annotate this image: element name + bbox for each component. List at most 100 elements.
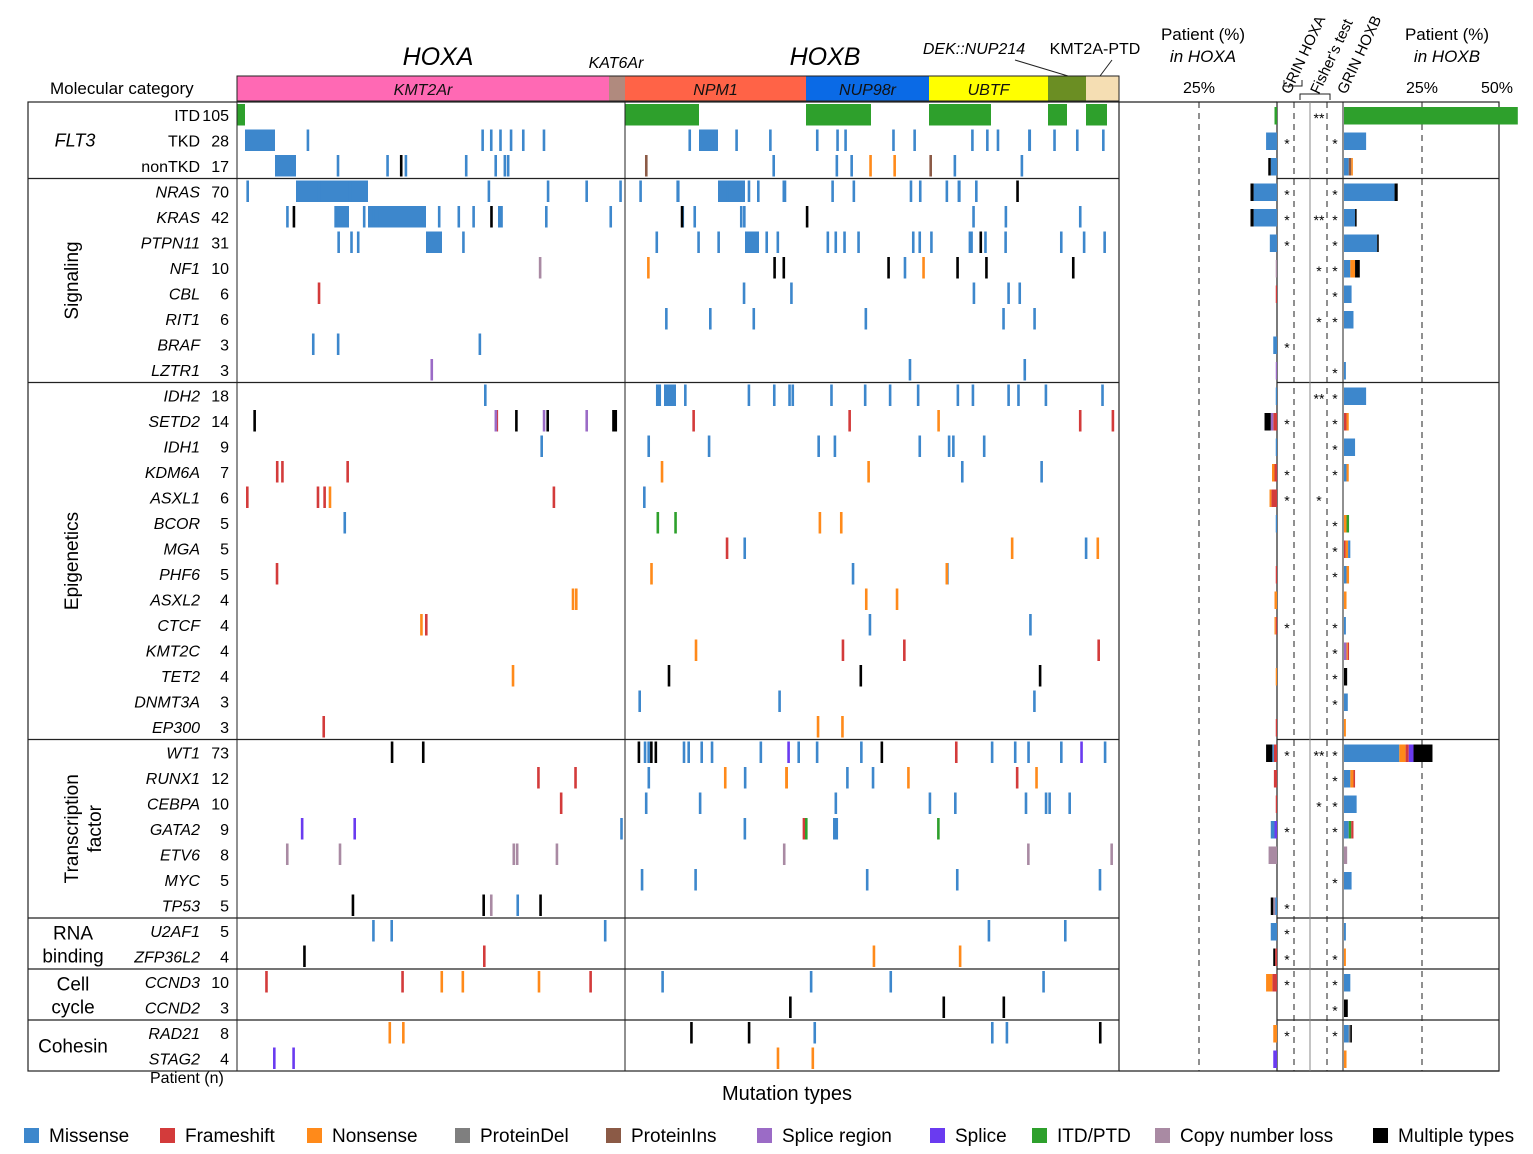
- mutation-tick: [546, 180, 550, 202]
- legend-label: ProteinIns: [631, 1126, 717, 1147]
- mutation-tick: [743, 767, 747, 789]
- hoxa-bar-segment: [1275, 668, 1277, 686]
- legend-swatch: [930, 1128, 945, 1143]
- mutation-tick: [960, 461, 964, 483]
- mutation-tick: [805, 206, 809, 228]
- mutation-tick: [971, 129, 974, 151]
- subtype-label-kmt2ar: KMT2Ar: [394, 82, 453, 99]
- hoxa-bar-segment: [1273, 897, 1276, 915]
- mutation-tick: [640, 869, 644, 891]
- mutation-tick: [682, 741, 686, 763]
- hoxb-bar-segment: [1344, 387, 1367, 405]
- legend-label: Splice region: [782, 1126, 892, 1147]
- mutation-tick: [1084, 537, 1088, 559]
- mutation-tick: [515, 843, 519, 865]
- mutation-tick: [1028, 129, 1031, 151]
- mutation-tick: [688, 129, 692, 151]
- significance-star: *: [1284, 620, 1290, 636]
- gene-label: TET2: [161, 669, 200, 686]
- hoxb-bar-segment: [1346, 413, 1349, 431]
- mutation-tick: [237, 104, 245, 126]
- hoxa-bar-segment: [1273, 1050, 1277, 1068]
- mutation-tick: [1015, 767, 1019, 789]
- hoxa-bar-segment: [1270, 158, 1277, 176]
- mutation-tick: [903, 639, 906, 661]
- hoxa-bar-segment: [1250, 183, 1254, 201]
- gene-count: 3: [220, 720, 229, 737]
- mutation-tick: [647, 257, 650, 279]
- hoxa-bar-segment: [1274, 591, 1277, 609]
- gene-count: 9: [220, 439, 229, 456]
- category-label-transcription-factor-line2: factor: [85, 804, 106, 852]
- mutation-tick: [281, 461, 284, 483]
- significance-star: *: [1332, 416, 1338, 432]
- gene-label: WT1: [166, 745, 200, 762]
- gene-label: RUNX1: [146, 771, 200, 788]
- hoxb-bar-segment: [1346, 515, 1350, 533]
- hoxb-bar-segment: [1344, 566, 1347, 584]
- gene-count: 5: [220, 567, 229, 584]
- mutation-tick: [680, 206, 684, 228]
- mutation-tick: [834, 792, 838, 814]
- gene-count: 18: [211, 388, 229, 405]
- mutation-tick: [537, 767, 540, 789]
- mutation-tick: [806, 104, 871, 126]
- mutation-tick: [937, 410, 940, 432]
- mutation-tick: [472, 206, 475, 228]
- significance-star: *: [1284, 824, 1290, 840]
- mutation-tick: [386, 155, 389, 177]
- category-label-cell-cycle-line2: cycle: [51, 998, 94, 1019]
- mutation-tick: [390, 741, 394, 763]
- leader-dek-nup214: [1014, 59, 1069, 77]
- mutation-tick: [710, 129, 714, 151]
- significance-star: *: [1316, 492, 1322, 508]
- gene-label: STAG2: [149, 1051, 200, 1068]
- mutation-tick: [757, 180, 760, 202]
- mutation-tick: [1075, 129, 1079, 151]
- mutation-tick: [353, 818, 357, 840]
- mutation-tick: [1053, 129, 1056, 151]
- mutation-tick: [506, 155, 510, 177]
- mutation-tick: [1103, 231, 1106, 253]
- mutation-tick: [546, 410, 550, 432]
- mutation-tick: [833, 818, 836, 840]
- mutation-tick: [422, 206, 426, 228]
- mutation-tick: [782, 843, 786, 865]
- gene-count: 6: [220, 286, 229, 303]
- mutation-tick: [908, 359, 912, 381]
- mutation-tick: [655, 231, 659, 253]
- gene-count: 42: [211, 210, 229, 227]
- mutation-tick: [1060, 741, 1063, 763]
- gene-label: TKD: [168, 133, 200, 150]
- hoxa-bar-segment: [1274, 107, 1277, 125]
- mutation-tick: [1027, 741, 1030, 763]
- mutation-tick: [644, 792, 648, 814]
- gene-label: CCND3: [145, 975, 200, 992]
- significance-star: **: [1314, 747, 1325, 763]
- hoxb-bar-segment: [1346, 566, 1350, 584]
- mutation-tick: [942, 996, 946, 1018]
- significance-star: **: [1314, 390, 1325, 406]
- mutation-tick: [437, 206, 441, 228]
- bracket-fisher: [1299, 93, 1331, 100]
- hoxa-bar-segment: [1268, 158, 1271, 176]
- mutation-tick: [275, 155, 296, 177]
- mutation-tick: [1098, 869, 1102, 891]
- mutation-tick: [368, 206, 426, 228]
- gene-label: PTPN11: [141, 235, 200, 252]
- gene-count: 105: [202, 108, 229, 125]
- gene-count: 6: [220, 490, 229, 507]
- mutation-tick: [954, 792, 957, 814]
- mutation-tick: [742, 282, 746, 304]
- mutation-tick: [747, 1022, 751, 1044]
- significance-star: *: [1284, 237, 1290, 253]
- legend-swatch: [160, 1128, 175, 1143]
- mutation-tick: [956, 384, 960, 406]
- hoxb-axis-title-line1: Patient (%): [1405, 25, 1489, 44]
- hoxa-bar-segment: [1275, 285, 1277, 303]
- mutation-tick: [489, 894, 493, 916]
- mutation-tick: [489, 129, 493, 151]
- significance-star: *: [1316, 798, 1322, 814]
- mutation-tick: [889, 971, 893, 993]
- hoxa-bar-segment: [1275, 617, 1277, 635]
